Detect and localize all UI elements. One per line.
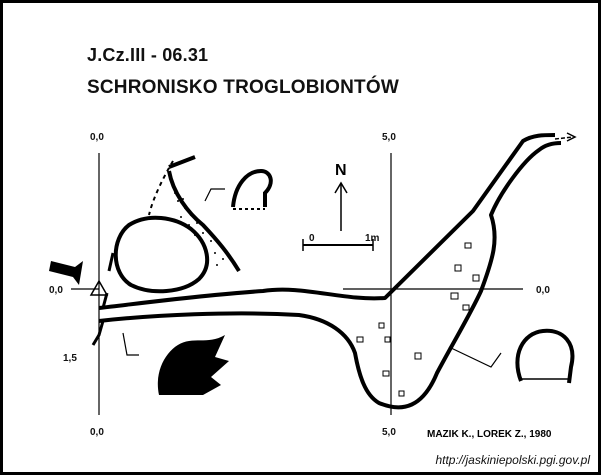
cross-section-2 — [157, 335, 229, 395]
grid-label-right: 0,0 — [536, 285, 550, 296]
survey-station-icon — [89, 279, 109, 296]
cave-plan: 0,0 5,0 0,0 5,0 0,0 0,0 1,5 — [49, 132, 577, 440]
rock-pillar — [113, 215, 210, 294]
cross-section-3-pointer — [448, 346, 502, 368]
source-url: http://jaskiniepolski.pgi.gov.pl — [435, 453, 590, 467]
upper-passage — [167, 155, 241, 273]
grid-label-top-left: 0,0 — [90, 132, 104, 143]
entrance-arrow — [49, 261, 83, 285]
scale-start-label: 0 — [309, 233, 315, 244]
entrance-wall-dashes — [148, 160, 174, 216]
cross-section-1-pointer — [204, 188, 225, 202]
cross-section-1 — [231, 168, 273, 208]
rock-blocks — [356, 242, 480, 397]
cave-code: J.Cz.III - 06.31 — [87, 45, 209, 65]
authors-label: MAZIK K., LOREK Z., 1980 — [427, 429, 552, 440]
grid-label-left: 0,0 — [49, 285, 63, 296]
cross-section-3 — [515, 328, 575, 384]
grid-label-bottom-left: 0,0 — [90, 427, 104, 438]
height-mark-label: 1,5 — [63, 353, 77, 364]
sediment-stipple — [174, 192, 224, 266]
cave-passage-outline — [98, 133, 562, 410]
scale-end-label: 1m — [365, 233, 380, 244]
grid-label-bottom-right: 5,0 — [382, 427, 396, 438]
continuation-arrow — [554, 136, 574, 140]
entrance-wall — [91, 252, 115, 346]
grid-label-top-right: 5,0 — [382, 132, 396, 143]
north-label: N — [335, 162, 347, 179]
cross-section-2-pointer — [122, 332, 139, 356]
cave-name: SCHRONISKO TROGLOBIONTÓW — [87, 77, 399, 98]
